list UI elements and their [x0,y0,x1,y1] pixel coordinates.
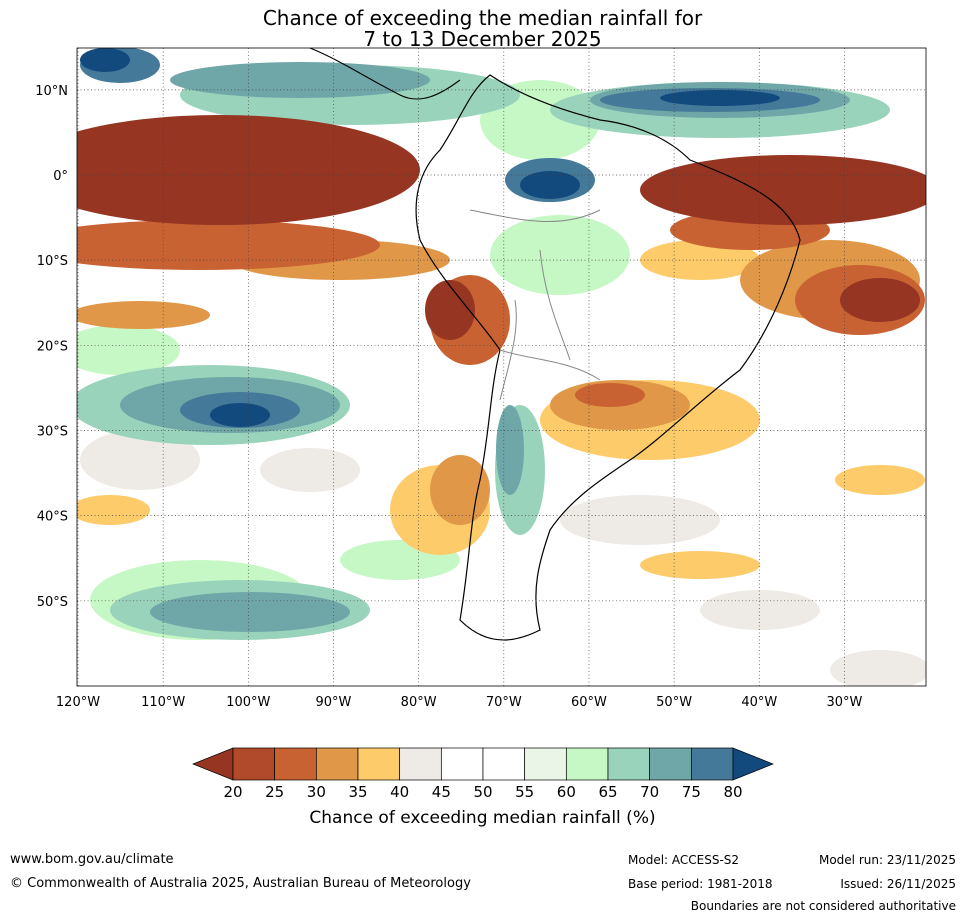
colorbar-segment [607,747,651,781]
colorbar-tick-label: 70 [640,783,660,801]
latitude-label: 0° [53,169,68,184]
colorbar-tick-label: 80 [723,783,743,801]
colorbar-tick-label: 45 [431,783,451,801]
map-title-line1: Chance of exceeding the median rainfall … [262,6,703,30]
colorbar-tick-label: 75 [681,783,701,801]
colorbar [192,747,774,781]
longitude-label: 70°W [486,695,522,710]
base-period: Base period: 1981-2018 [628,877,773,891]
colorbar-segment [649,747,692,781]
colorbar-segment [315,747,359,781]
latitude-label: 20°S [37,339,68,354]
south-america-coastline [415,74,801,641]
latitude-label: 50°S [37,595,68,610]
colorbar-tick-label: 40 [390,783,410,801]
colorbar-segment [565,747,609,781]
colorbar-extend-low [192,747,234,781]
longitude-label: 30°W [826,695,862,710]
colorbar-segment [399,747,442,781]
colorbar-segment [690,747,734,781]
longitude-label: 50°W [656,695,692,710]
rainfall-field [77,48,926,686]
longitude-label: 40°W [741,695,777,710]
website-url[interactable]: www.bom.gov.au/climate [10,852,174,867]
colorbar-segment [232,747,276,781]
colorbar-segment [482,747,526,781]
copyright-text: © Commonwealth of Australia 2025, Austra… [10,876,471,891]
longitude-label: 80°W [401,695,437,710]
latitude-label: 40°S [37,510,68,525]
central-america-coastline [309,48,461,100]
latitude-label: 10°S [37,254,68,269]
model-run-date: Model run: 23/11/2025 [818,853,956,867]
colorbar-segment [440,747,484,781]
colorbar-segment [524,747,567,781]
longitude-label: 90°W [316,695,352,710]
latitude-label: 30°S [37,424,68,439]
issued-date: Issued: 26/11/2025 [840,877,956,891]
boundary-disclaimer: Boundaries are not considered authoritat… [690,899,956,913]
longitude-label: 100°W [226,695,270,710]
longitude-label: 60°W [571,695,607,710]
model-name: Model: ACCESS-S2 [628,853,740,867]
colorbar-tick-label: 20 [223,783,243,801]
map-title-line2: 7 to 13 December 2025 [363,27,602,51]
colorbar-extend-high [732,747,774,781]
colorbar-tick-label: 65 [598,783,618,801]
longitude-label: 110°W [141,695,185,710]
colorbar-tick-label: 60 [556,783,576,801]
latitude-label: 10°N [35,84,68,99]
colorbar-tick-label: 25 [265,783,285,801]
colorbar-tick-label: 30 [306,783,326,801]
longitude-label: 120°W [56,695,100,710]
colorbar-title: Chance of exceeding median rainfall (%) [309,808,656,828]
colorbar-tick-label: 35 [348,783,368,801]
colorbar-tick-label: 55 [515,783,535,801]
colorbar-tick-label: 50 [473,783,493,801]
colorbar-segment [357,747,401,781]
colorbar-segment [274,747,317,781]
